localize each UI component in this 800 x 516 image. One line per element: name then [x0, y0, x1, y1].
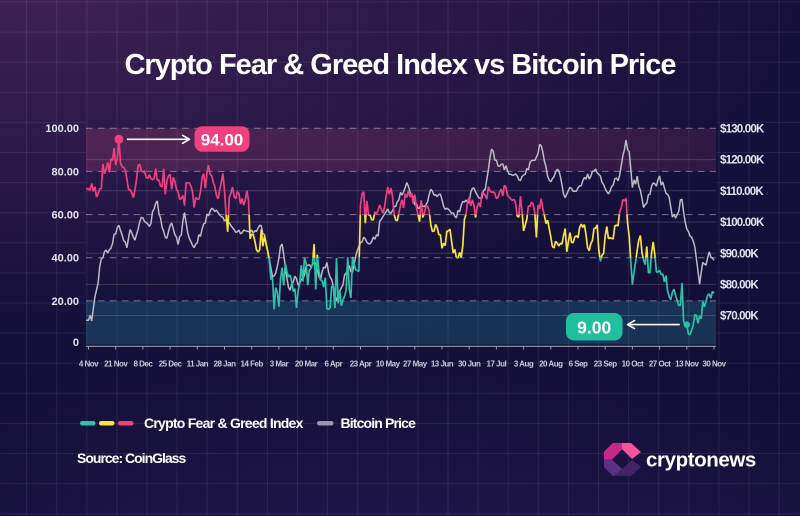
svg-text:$70.00K: $70.00K: [720, 311, 759, 323]
svg-text:3 Mar: 3 Mar: [270, 360, 289, 369]
svg-text:94.00: 94.00: [201, 130, 244, 149]
svg-text:80.00: 80.00: [51, 166, 79, 178]
svg-text:20 Aug: 20 Aug: [539, 360, 563, 369]
svg-text:30 Nov: 30 Nov: [702, 360, 726, 369]
svg-text:25 Dec: 25 Dec: [159, 360, 183, 369]
svg-text:17 Jul: 17 Jul: [487, 360, 507, 369]
svg-text:$100.00K: $100.00K: [720, 217, 765, 229]
svg-text:$120.00K: $120.00K: [720, 155, 765, 167]
svg-text:23 Sep: 23 Sep: [594, 360, 617, 369]
svg-text:$80.00K: $80.00K: [720, 280, 759, 292]
svg-text:28 Jan: 28 Jan: [214, 360, 237, 369]
svg-text:8 Dec: 8 Dec: [133, 360, 153, 369]
svg-text:Crypto Fear & Greed Index: Crypto Fear & Greed Index: [144, 415, 304, 431]
svg-text:6 Apr: 6 Apr: [324, 360, 342, 369]
svg-text:100.00: 100.00: [45, 123, 79, 135]
svg-text:9.00: 9.00: [577, 317, 611, 337]
svg-text:3 Aug: 3 Aug: [514, 360, 534, 369]
svg-text:13 Nov: 13 Nov: [675, 360, 699, 369]
svg-text:$130.00K: $130.00K: [720, 124, 765, 136]
svg-text:4 Nov: 4 Nov: [79, 360, 99, 369]
svg-text:30 Jun: 30 Jun: [458, 360, 481, 369]
svg-text:20.00: 20.00: [51, 296, 79, 308]
svg-text:$90.00K: $90.00K: [720, 248, 759, 260]
svg-text:13 Jun: 13 Jun: [431, 360, 454, 369]
svg-text:6 Sep: 6 Sep: [569, 360, 588, 369]
svg-text:60.00: 60.00: [51, 210, 79, 222]
svg-text:Bitcoin Price: Bitcoin Price: [341, 415, 417, 431]
svg-text:40.00: 40.00: [51, 253, 79, 265]
svg-text:11 Jan: 11 Jan: [187, 360, 209, 369]
svg-text:10 May: 10 May: [376, 360, 401, 369]
svg-text:21 Nov: 21 Nov: [104, 360, 128, 369]
svg-text:20 Mar: 20 Mar: [295, 360, 318, 369]
svg-text:10 Oct: 10 Oct: [622, 360, 644, 369]
svg-text:27 May: 27 May: [403, 360, 428, 369]
svg-text:cryptonews: cryptonews: [646, 449, 756, 472]
svg-text:0: 0: [73, 337, 79, 349]
svg-text:23 Apr: 23 Apr: [350, 360, 372, 369]
svg-text:$110.00K: $110.00K: [720, 186, 764, 198]
svg-text:Source: CoinGlass: Source: CoinGlass: [77, 450, 186, 466]
svg-text:27 Oct: 27 Oct: [649, 360, 671, 369]
svg-text:Crypto Fear & Greed Index vs B: Crypto Fear & Greed Index vs Bitcoin Pri…: [124, 49, 676, 81]
svg-text:14 Feb: 14 Feb: [241, 360, 264, 369]
